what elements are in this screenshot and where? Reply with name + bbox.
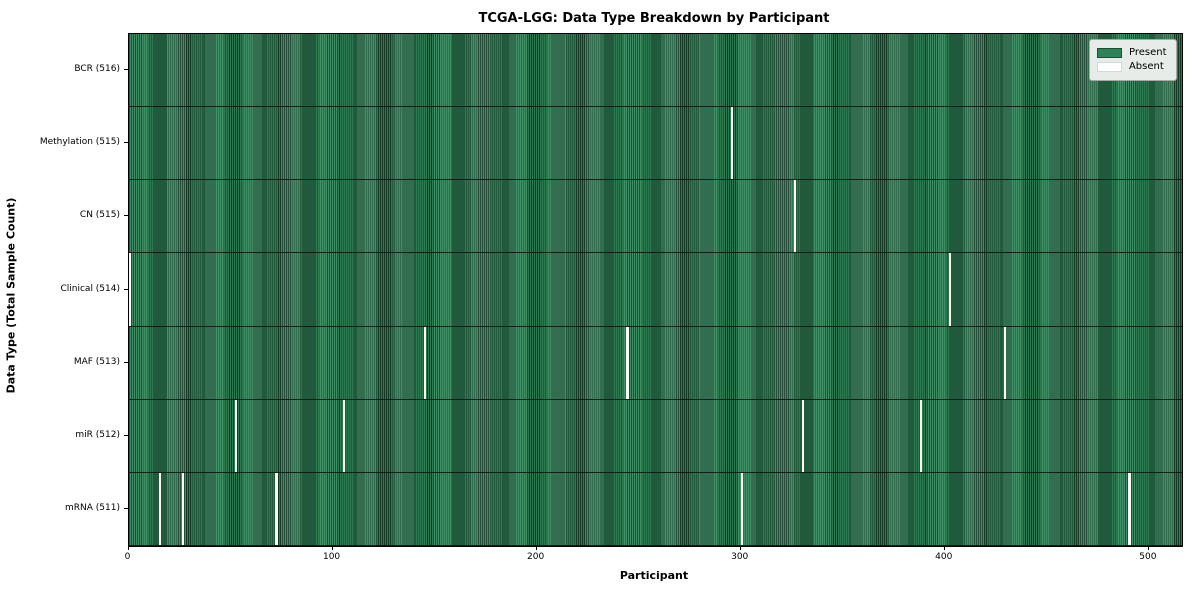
x-tick-label-200: 200 (527, 552, 545, 562)
legend: Present Absent (1088, 39, 1177, 81)
y-tick-label-bcr: BCR (516) (74, 64, 120, 75)
heatmap-row-mir (128, 399, 1182, 473)
absent-gap (234, 399, 237, 472)
y-tick-label-clinical: Clinical (514) (60, 283, 120, 294)
heatmap-row-clinical (128, 253, 1182, 327)
x-axis-label: Participant (619, 569, 689, 582)
plot-area: Present Absent (127, 33, 1183, 547)
heatmap-row-methylation (128, 107, 1182, 181)
y-tick-label-methylation: Methylation (515) (39, 137, 120, 148)
absent-gap (159, 472, 162, 545)
y-tick-mark (123, 215, 128, 217)
legend-label-present: Present (1128, 47, 1167, 58)
absent-gap (626, 326, 629, 399)
absent-gap (181, 472, 184, 545)
x-tick-mark (535, 546, 537, 550)
x-tick-label-0: 0 (124, 552, 131, 562)
y-tick-label-cn: CN (515) (79, 210, 120, 221)
heatmap-row-cn (128, 180, 1182, 254)
heatmap-row-maf (128, 326, 1182, 400)
legend-entry-absent: Absent (1096, 61, 1167, 73)
absent-gap (1128, 472, 1131, 545)
y-tick-label-mir: miR (512) (75, 429, 120, 440)
absent-gap (948, 253, 951, 326)
x-tick-mark (943, 546, 945, 550)
heatmap-row-bcr (128, 34, 1182, 108)
absent-gap (801, 399, 805, 472)
absent-gap (730, 107, 733, 180)
x-tick-mark (1147, 546, 1149, 550)
legend-label-absent: Absent (1128, 61, 1164, 72)
y-tick-mark (123, 288, 128, 290)
y-tick-mark (123, 142, 128, 144)
y-tick-label-mrna: mRNA (511) (65, 502, 120, 513)
x-tick-label-300: 300 (731, 552, 749, 562)
absent-gap (740, 472, 743, 545)
x-tick-mark (331, 546, 333, 550)
legend-swatch-present-icon (1096, 48, 1122, 58)
x-tick-label-500: 500 (1139, 552, 1157, 562)
y-axis-label: Data Type (Total Sample Count) (4, 197, 18, 394)
y-tick-mark (123, 507, 128, 509)
x-tick-mark (739, 546, 741, 550)
heatmap-row-mrna (128, 472, 1182, 546)
chart-title: TCGA-LGG: Data Type Breakdown by Partici… (478, 11, 830, 26)
absent-gap (128, 253, 131, 326)
legend-entry-present: Present (1096, 47, 1167, 59)
absent-gap (424, 326, 427, 399)
x-tick-label-400: 400 (935, 552, 953, 562)
absent-gap (1003, 326, 1007, 399)
absent-gap (342, 399, 345, 472)
y-tick-mark (123, 434, 128, 436)
x-tick-label-100: 100 (322, 552, 341, 562)
y-tick-mark (123, 361, 128, 363)
absent-gap (793, 180, 796, 253)
absent-gap (275, 472, 278, 545)
legend-swatch-absent-icon (1096, 62, 1122, 72)
absent-gap (920, 399, 923, 472)
y-tick-label-maf: MAF (513) (73, 356, 120, 367)
x-tick-mark (127, 546, 129, 550)
y-tick-mark (123, 69, 128, 71)
